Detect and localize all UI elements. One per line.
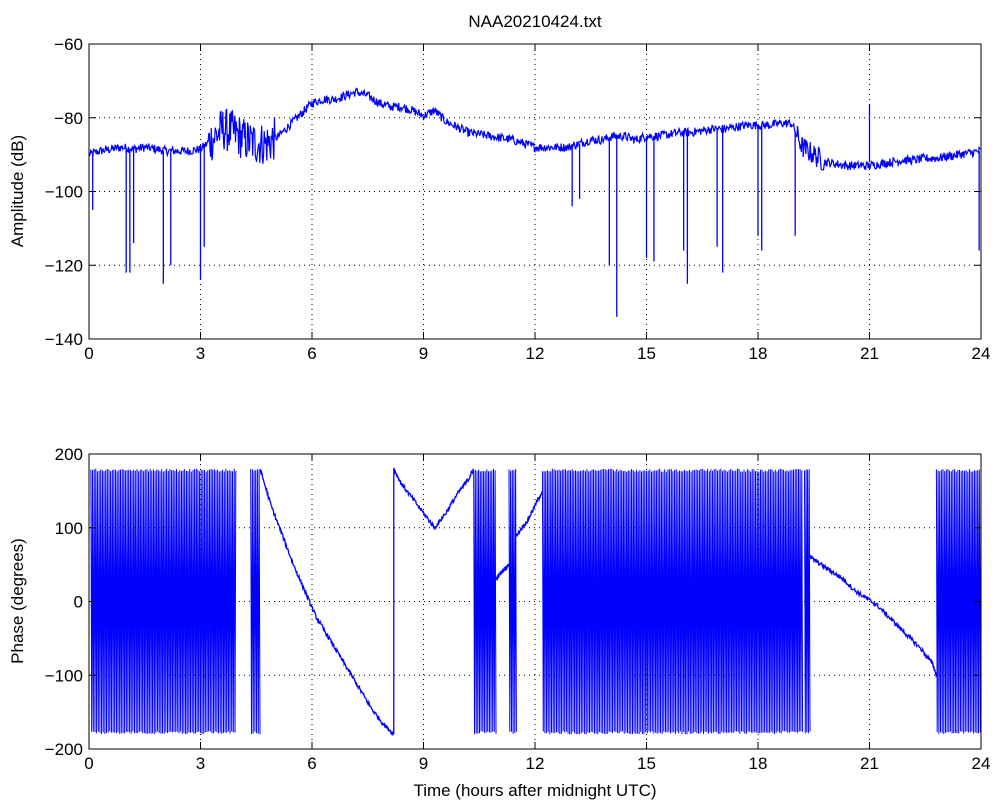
phase-x-tick-label: 3 bbox=[196, 754, 205, 773]
phase-line bbox=[809, 555, 937, 679]
chart-title: NAA20210424.txt bbox=[468, 12, 602, 31]
phase-wrap-band bbox=[508, 469, 517, 734]
amplitude-x-tick-label: 12 bbox=[526, 344, 545, 363]
phase-x-tick-label: 9 bbox=[419, 754, 428, 773]
amplitude-y-tick-label: −120 bbox=[45, 256, 83, 275]
phase-x-tick-label: 24 bbox=[972, 754, 991, 773]
amplitude-y-tick-label: −80 bbox=[54, 109, 83, 128]
phase-y-tick-label: −200 bbox=[45, 740, 83, 759]
x-axis-label: Time (hours after midnight UTC) bbox=[413, 781, 656, 800]
phase-series bbox=[90, 467, 982, 736]
phase-x-tick-label: 12 bbox=[526, 754, 545, 773]
amplitude-grid bbox=[89, 44, 981, 339]
amplitude-x-tick-label: 9 bbox=[419, 344, 428, 363]
amplitude-x-tick-label: 3 bbox=[196, 344, 205, 363]
phase-x-tick-label: 15 bbox=[637, 754, 656, 773]
amplitude-x-tick-label: 21 bbox=[860, 344, 879, 363]
phase-wrap-band bbox=[250, 469, 261, 735]
phase-line bbox=[515, 490, 543, 537]
amplitude-y-tick-label: −100 bbox=[45, 183, 83, 202]
amplitude-x-tick-label: 15 bbox=[637, 344, 656, 363]
phase-wrap-band bbox=[90, 468, 237, 735]
phase-wrap-band bbox=[804, 469, 811, 734]
amplitude-y-axis-label: Amplitude (dB) bbox=[8, 135, 27, 247]
phase-y-axis-label: Phase (degrees) bbox=[8, 538, 27, 664]
phase-plot: 0 3 6 9 12 15 18 21 24 −200 −100 0 100 200 Phase (deg… bbox=[8, 445, 990, 800]
amplitude-x-tick-label: 18 bbox=[749, 344, 768, 363]
phase-y-tick-label: 200 bbox=[55, 445, 83, 464]
amplitude-y-tick-label: −60 bbox=[54, 35, 83, 54]
phase-x-tick-label: 6 bbox=[307, 754, 316, 773]
phase-ticks: 0 3 6 9 12 15 18 21 24 −200 −100 0 100 200 bbox=[45, 445, 991, 773]
phase-y-tick-label: 100 bbox=[55, 519, 83, 538]
phase-x-tick-label: 18 bbox=[749, 754, 768, 773]
amplitude-plot: 0 3 6 9 12 15 18 21 24 −140 −120 −100 −80 −60 NAA2021… bbox=[8, 12, 990, 363]
amplitude-y-tick-label: −140 bbox=[45, 330, 83, 349]
phase-y-tick-label: 0 bbox=[74, 593, 83, 612]
amplitude-line bbox=[88, 87, 982, 171]
amplitude-x-tick-label: 0 bbox=[84, 344, 93, 363]
amplitude-series bbox=[88, 87, 982, 317]
phase-y-tick-label: −100 bbox=[45, 666, 83, 685]
amplitude-x-tick-label: 6 bbox=[307, 344, 316, 363]
phase-wrap-band bbox=[473, 468, 497, 735]
phase-line bbox=[393, 467, 475, 531]
phase-wrap-band bbox=[935, 468, 982, 735]
phase-line bbox=[495, 563, 510, 581]
phase-x-tick-label: 0 bbox=[84, 754, 93, 773]
amplitude-x-tick-label: 24 bbox=[972, 344, 991, 363]
phase-line bbox=[259, 468, 395, 736]
amplitude-ticks: 0 3 6 9 12 15 18 21 24 −140 −120 −100 −80 −60 bbox=[45, 35, 991, 363]
phase-wrap-band bbox=[541, 468, 804, 735]
phase-x-tick-label: 21 bbox=[860, 754, 879, 773]
